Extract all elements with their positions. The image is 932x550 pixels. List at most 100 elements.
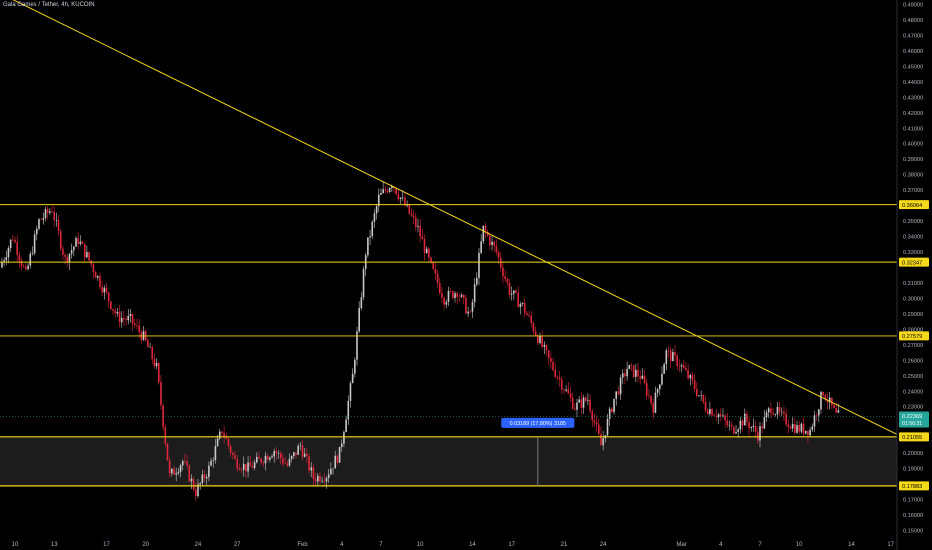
candle-body (399, 197, 402, 200)
candle-body (826, 399, 829, 403)
y-tick-label: 0.24000 (903, 389, 923, 395)
x-tick-label: 10 (796, 542, 803, 548)
candle-body (103, 287, 106, 293)
candle-body (46, 209, 49, 213)
candle (223, 425, 225, 444)
candle (569, 386, 572, 403)
candle-body (528, 315, 530, 317)
candle-body (7, 247, 10, 258)
candle-body (134, 323, 136, 326)
candle-body (624, 373, 626, 377)
candle-body (321, 480, 323, 482)
candle-body (77, 238, 79, 244)
candle-body (584, 397, 587, 401)
candle-body (682, 365, 685, 369)
candle (818, 408, 820, 423)
candle-body (713, 415, 716, 417)
candle (495, 239, 498, 256)
candle (532, 321, 535, 335)
candle-body (42, 218, 45, 220)
candle-body (22, 266, 25, 267)
candle-body (460, 294, 463, 297)
candle-body (702, 394, 705, 402)
candle (83, 243, 86, 262)
candle-body (410, 213, 413, 216)
candle-body (295, 452, 297, 455)
candle (571, 392, 574, 410)
candle-body (430, 257, 432, 263)
candle-body (704, 401, 707, 411)
y-tick-label: 0.17000 (903, 498, 923, 504)
candle (504, 269, 506, 283)
candle-body (356, 331, 358, 360)
candle (576, 398, 578, 418)
candle-body (462, 294, 465, 299)
candle-body (452, 291, 454, 298)
candle (480, 234, 482, 255)
candle-body (569, 393, 572, 398)
candle-body (493, 241, 496, 246)
level-tag-box (899, 200, 929, 210)
candle-body (438, 283, 441, 294)
candle (279, 451, 282, 465)
x-tick-label: Feb (297, 542, 308, 548)
candle (157, 361, 160, 385)
candle (685, 362, 687, 372)
candle (813, 410, 816, 432)
time-axis[interactable]: 10 13 17 20 24 27 Feb 4 7 10 14 17 21 24 Mar 4 7 10 14 17 (12, 542, 895, 548)
candle-body (582, 397, 585, 408)
y-tick-label: 0.30000 (903, 296, 923, 302)
candle (441, 286, 443, 303)
level-tag-box (899, 481, 929, 491)
candle-body (184, 460, 186, 462)
candle (42, 212, 45, 225)
candle-body (648, 395, 650, 397)
candle (295, 452, 297, 459)
candle (323, 473, 326, 487)
candle (661, 366, 663, 386)
candle-body (229, 445, 232, 453)
candle (7, 245, 10, 264)
y-tick-label: 0.38000 (903, 173, 923, 179)
candle-body (574, 408, 576, 410)
candle (229, 443, 232, 457)
candle-body (794, 423, 796, 433)
measure-tool: 0.03189 (17.80%) 3185 (501, 417, 575, 486)
candle (59, 228, 62, 252)
candle (96, 275, 99, 281)
price-axis[interactable]: 0.49000 0.48000 0.47000 0.46000 0.45000 0.440… (903, 3, 923, 535)
candle (147, 337, 149, 348)
level-tag-label: 0.32347 (902, 260, 922, 266)
candle (249, 455, 252, 467)
candle (99, 272, 101, 290)
candle-body (303, 453, 306, 457)
candle-body (730, 424, 733, 427)
candle-body (319, 475, 321, 482)
candle-body (5, 257, 8, 261)
candle-body (796, 425, 798, 433)
candle-body (79, 241, 82, 244)
candle (151, 345, 154, 365)
candle (574, 403, 576, 411)
candle-body (421, 236, 424, 240)
level-tag: 0.36064 (899, 200, 929, 210)
descending-trendline[interactable] (0, 0, 898, 435)
candle-body (125, 319, 127, 321)
x-tick-label: 24 (195, 542, 202, 548)
candle-body (151, 346, 154, 360)
x-tick-label: 20 (142, 542, 149, 548)
candle (134, 318, 136, 329)
candle-body (51, 211, 53, 212)
candle-body (724, 415, 726, 421)
candle-body (358, 308, 360, 332)
candle-body (576, 402, 578, 410)
candle-body (547, 350, 550, 359)
candle (783, 406, 785, 422)
candle (482, 225, 485, 244)
y-tick-label: 0.39000 (903, 157, 923, 163)
candle-body (613, 398, 615, 413)
candle-body (147, 340, 149, 348)
candle-body (589, 399, 591, 412)
candle-body (404, 197, 406, 206)
